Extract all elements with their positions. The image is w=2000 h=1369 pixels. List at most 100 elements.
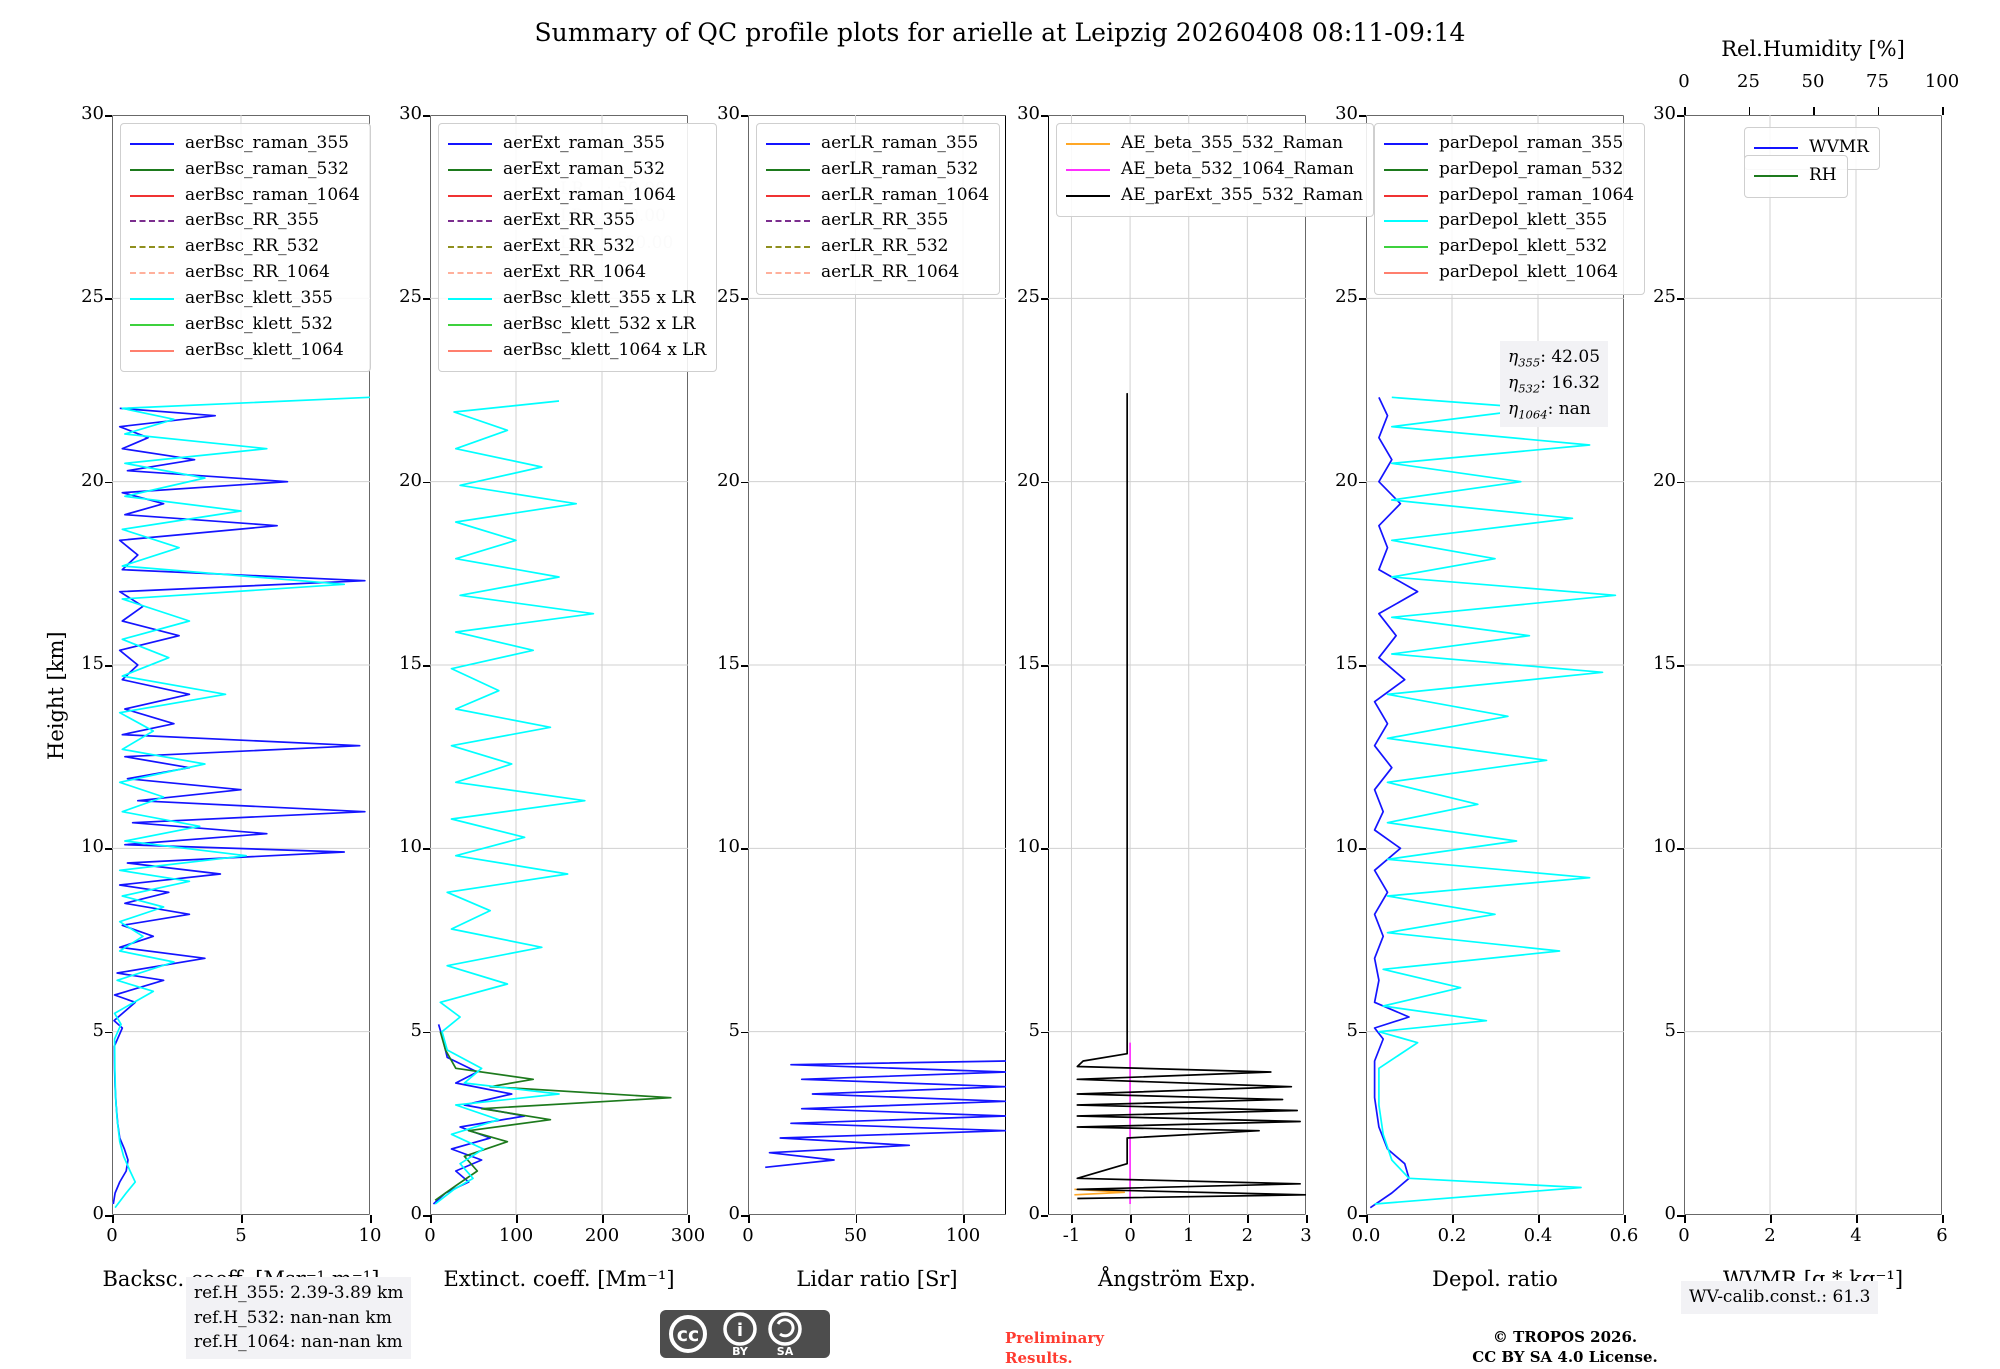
- y-tick-label: 10: [1653, 836, 1676, 858]
- y-tick-label: 20: [1653, 469, 1676, 491]
- legend-swatch: [448, 168, 492, 171]
- legend-row: parDepol_raman_355: [1384, 131, 1634, 157]
- x-tick-label: 0: [106, 1225, 118, 1246]
- y-tick-label: 30: [81, 103, 104, 124]
- legend-label: WVMR: [1809, 137, 1869, 157]
- eta-line: η1064: nan: [1508, 399, 1591, 422]
- legend-label: aerLR_raman_532: [821, 158, 979, 179]
- y-tick-mark: [105, 848, 112, 850]
- series-aerBsc_raman_355: [112, 407, 366, 1205]
- x-axis-title-angstrom: Ångström Exp.: [1098, 1267, 1256, 1291]
- legend-row: aerBsc_klett_532: [130, 312, 360, 338]
- x-tick-label: 0: [424, 1225, 436, 1246]
- preliminary-line: Results.: [1005, 1349, 1073, 1368]
- legend-swatch: [448, 349, 492, 352]
- legend-angstrom[interactable]: AE_beta_355_532_Raman AE_beta_532_1064_Ra…: [1056, 123, 1375, 218]
- x-tick-mark: [1684, 1215, 1686, 1223]
- legend-swatch: [130, 142, 174, 145]
- x-tick-mark: [430, 1215, 432, 1223]
- y-tick-label: 5: [92, 1019, 104, 1041]
- y-tick-mark: [1359, 115, 1366, 117]
- legend-row: parDepol_klett_532: [1384, 234, 1634, 260]
- legend-swatch: [448, 272, 492, 275]
- legend-row: aerBsc_RR_355: [130, 208, 360, 234]
- top-axis-title: Rel.Humidity [%]: [1721, 37, 1905, 61]
- legend-label: AE_beta_532_1064_Raman: [1121, 158, 1354, 179]
- x-tick-label: 0.4: [1523, 1225, 1553, 1246]
- y-tick-mark: [1677, 298, 1684, 300]
- legend-label: aerBsc_raman_1064: [185, 184, 360, 205]
- eta-line: η355: 42.05: [1508, 347, 1601, 370]
- y-tick-mark: [423, 1215, 430, 1217]
- y-tick-label: 30: [1335, 103, 1358, 124]
- legend-label: parDepol_raman_1064: [1439, 184, 1635, 205]
- legend-row: aerBsc_klett_1064 x LR: [448, 338, 706, 364]
- x-tick-label: 10: [358, 1225, 382, 1246]
- y-tick-label: 25: [1653, 286, 1676, 308]
- legend-lidar-ratio[interactable]: aerLR_raman_355 aerLR_raman_532 aerLR_rama…: [756, 123, 1001, 295]
- y-tick-mark: [105, 481, 112, 484]
- y-tick-mark: [741, 115, 748, 117]
- x-axis-title-lidar-ratio: Lidar ratio [Sr]: [796, 1267, 958, 1291]
- y-tick-mark: [423, 848, 430, 850]
- y-tick-mark: [1041, 1215, 1048, 1217]
- ref-height-line: ref.H_532: nan-nan km: [194, 1307, 392, 1328]
- legend-row: aerLR_raman_355: [766, 131, 989, 157]
- legend-swatch: [766, 272, 810, 275]
- legend-swatch: [766, 142, 810, 145]
- legend-row: RH: [1754, 163, 1837, 189]
- legend-swatch: [130, 349, 174, 352]
- x-tick-mark: [1306, 1215, 1308, 1223]
- y-tick-mark: [1041, 665, 1048, 667]
- x-tick-mark: [602, 1215, 604, 1223]
- y-tick-label: 10: [81, 836, 104, 858]
- legend-swatch: [766, 168, 810, 171]
- x-tick-mark: [855, 1215, 858, 1223]
- legend-row: aerExt_raman_532: [448, 157, 706, 183]
- legend-swatch: [130, 168, 174, 171]
- legend-wvmr-RH[interactable]: RH: [1744, 155, 1848, 198]
- legend-swatch: [130, 297, 174, 300]
- legend-label: aerBsc_raman_355: [185, 133, 349, 153]
- legend-label: aerLR_raman_1064: [821, 184, 990, 205]
- x-tick-label: 3: [1300, 1225, 1312, 1246]
- y-tick-mark: [423, 115, 430, 117]
- legend-label: aerBsc_RR_355: [185, 210, 320, 231]
- y-axis-title: Height [km]: [44, 631, 68, 760]
- x-tick-label: 4: [1850, 1225, 1862, 1246]
- legend-row: aerLR_raman_1064: [766, 183, 989, 209]
- x-axis-title-depolarization: Depol. ratio: [1432, 1267, 1558, 1291]
- legend-row: parDepol_raman_532: [1384, 157, 1634, 183]
- legend-swatch: [448, 220, 492, 223]
- legend-label: parDepol_raman_532: [1439, 158, 1624, 179]
- y-tick-mark: [105, 298, 112, 300]
- y-tick-label: 0: [92, 1203, 104, 1224]
- y-tick-mark: [1041, 481, 1048, 484]
- legend-label: aerLR_raman_355: [821, 133, 979, 153]
- x-tick-mark: [1452, 1215, 1454, 1223]
- legend-swatch: [1384, 272, 1428, 275]
- y-tick-mark: [1359, 1215, 1366, 1217]
- legend-extinction[interactable]: aerExt_raman_355 aerExt_raman_532 aerExt_r…: [438, 123, 718, 373]
- series-aerLR_raman_355: [765, 1060, 1006, 1169]
- y-tick-label: 30: [1653, 103, 1676, 124]
- y-tick-label: 30: [399, 103, 422, 124]
- x-tick-mark: [688, 1215, 690, 1223]
- legend-swatch: [1384, 142, 1428, 145]
- legend-swatch: [448, 142, 492, 145]
- legend-backscatter[interactable]: aerBsc_raman_355 aerBsc_raman_532 aerBsc_r…: [120, 123, 371, 373]
- x-tick-label: 2: [1241, 1225, 1254, 1246]
- y-tick-mark: [1677, 1215, 1684, 1217]
- legend-depolarization[interactable]: parDepol_raman_355 parDepol_raman_532 parD…: [1374, 123, 1646, 295]
- x-tick-label: 1: [1182, 1225, 1195, 1246]
- legend-row: parDepol_klett_1064: [1384, 260, 1634, 286]
- x-tick-mark: [963, 1215, 965, 1223]
- legend-row: aerLR_RR_1064: [766, 260, 989, 286]
- plot-panel-wvmr: 0 5 10 15 20 25 30 0 2 4 6 WVMR [g * kg⁻¹] Rel.Humid…: [1653, 37, 1959, 1291]
- legend-swatch: [448, 194, 492, 197]
- y-tick-mark: [1677, 115, 1684, 117]
- legend-swatch: [448, 297, 492, 300]
- legend-row: WVMR: [1754, 135, 1869, 161]
- copyright-line: CC BY SA 4.0 License.: [1472, 1348, 1658, 1367]
- y-tick-label: 10: [1335, 836, 1358, 858]
